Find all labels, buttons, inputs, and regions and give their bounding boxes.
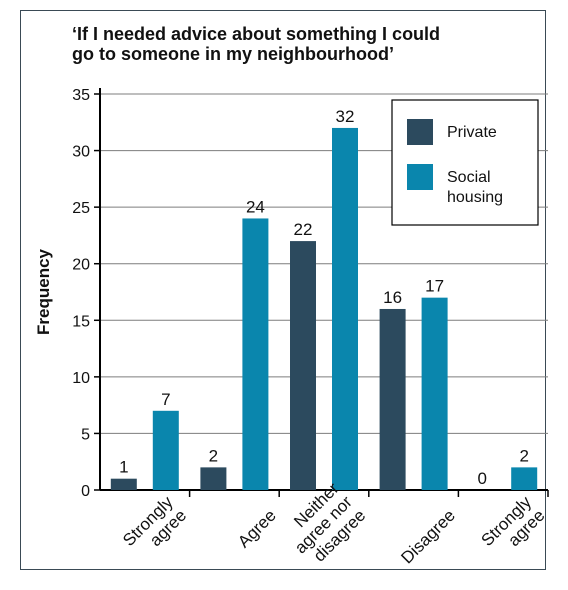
bar-social-housing (421, 297, 448, 490)
y-tick-label: 10 (72, 370, 90, 387)
data-label: 32 (336, 107, 355, 126)
legend-swatch (407, 164, 433, 190)
data-label: 17 (425, 277, 444, 296)
legend-box (391, 99, 539, 226)
bar-private (379, 308, 406, 490)
legend-label: Social (447, 169, 491, 186)
legend: Private Social housing (391, 99, 539, 226)
y-tick-label: 20 (72, 257, 90, 274)
bar-private (110, 478, 137, 490)
bar-social-housing (511, 467, 538, 490)
chart-frame (20, 10, 546, 570)
x-category-label: Agree (234, 506, 280, 552)
y-tick-label: 30 (72, 144, 90, 161)
data-label: 7 (161, 390, 170, 409)
data-label: 1 (119, 458, 128, 477)
y-axis-label: Frequency (34, 248, 53, 335)
data-label: 2 (519, 446, 528, 465)
bars (110, 127, 538, 490)
data-label: 16 (383, 288, 402, 307)
bar-private (290, 241, 316, 490)
data-label: 0 (477, 469, 486, 488)
legend-swatch (407, 119, 433, 145)
bar-social-housing (152, 410, 179, 490)
chart-title-line: ‘If I needed advice about something I co… (72, 24, 440, 44)
legend-label: housing (447, 189, 503, 206)
bar-social-housing (242, 218, 269, 490)
chart-title: ‘If I needed advice about something I co… (72, 24, 440, 64)
y-tick-label: 35 (72, 87, 90, 104)
data-label: 24 (246, 197, 265, 216)
y-tick-label: 15 (72, 313, 90, 330)
bar-private (200, 467, 227, 490)
data-label: 22 (294, 220, 313, 239)
y-tick-label: 0 (81, 483, 90, 500)
legend-label: Private (447, 124, 497, 141)
data-label: 2 (209, 446, 218, 465)
x-category-label-line: Disagree (397, 506, 459, 568)
x-category-label-line: Agree (234, 506, 280, 552)
chart-title-line: go to someone in my neighbourhood’ (72, 44, 394, 64)
x-category-label: Disagree (397, 506, 459, 568)
y-tick-label: 25 (72, 200, 90, 217)
y-tick-label: 5 (81, 426, 90, 443)
bar-social-housing (332, 127, 358, 490)
